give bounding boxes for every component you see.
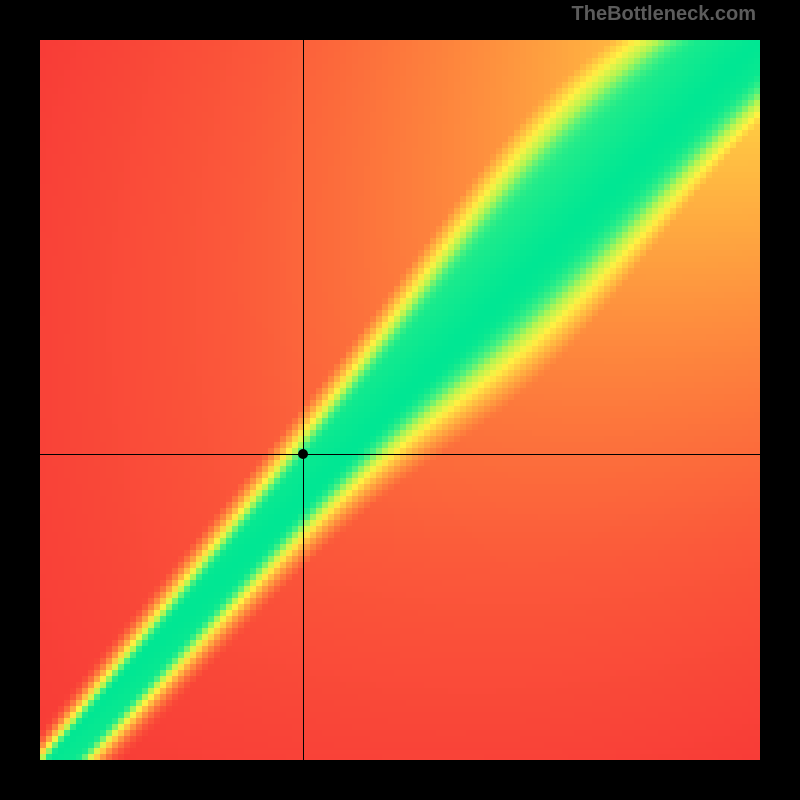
crosshair-horizontal — [40, 454, 760, 455]
watermark-text: TheBottleneck.com — [572, 3, 756, 26]
heatmap-canvas — [40, 40, 760, 760]
crosshair-marker — [298, 449, 308, 459]
chart-frame: TheBottleneck.com — [0, 0, 800, 800]
crosshair-vertical — [303, 40, 304, 760]
